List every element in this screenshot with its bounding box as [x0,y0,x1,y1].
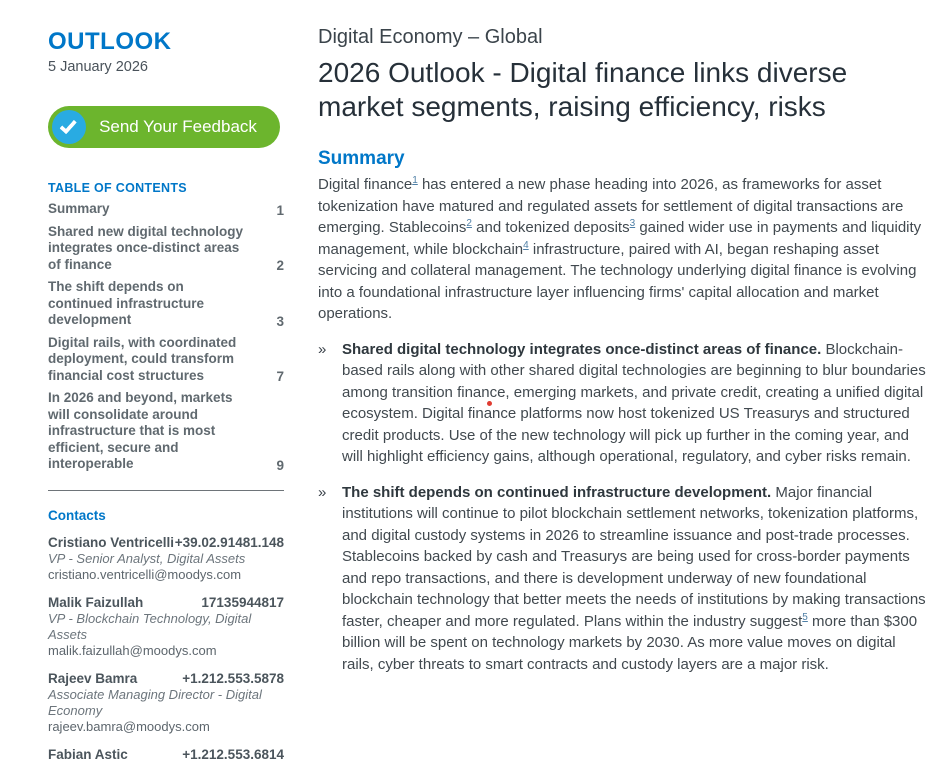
checkmark-icon [52,110,86,144]
contact-email[interactable]: cristiano.ventricelli@moodys.com [48,566,242,582]
footnote-link[interactable]: 1 [412,175,418,186]
sidebar-divider [48,489,284,491]
toc-item-label: Digital rails, with coordinated deployme… [48,334,237,383]
toc-item-page: 7 [276,369,284,384]
table-of-contents: TABLE OF CONTENTS Summary 1 Shared new d… [48,181,284,473]
contact-name: Malik Faizullah [48,594,144,610]
contact-card: Fabian Astic +1.212.553.6814 [48,747,284,762]
footnote-link[interactable]: 2 [466,218,472,229]
contact-role: VP - Blockchain Technology, Digital Asse… [48,610,252,642]
send-feedback-label: Send Your Feedback [99,117,257,136]
footnote-link[interactable]: 5 [802,611,808,623]
toc-item[interactable]: Shared new digital technology integrates… [48,224,284,274]
cursor-click-indicator [487,401,492,406]
publication-date: 5 January 2026 [48,59,148,75]
toc-item[interactable]: The shift depends on continued infrastru… [48,279,284,329]
toc-item-label: Shared new digital technology integrates… [48,223,244,272]
toc-item[interactable]: Summary 1 [48,201,284,218]
contact-phone: +1.212.553.6814 [182,746,284,762]
contact-name: Rajeev Bamra [48,670,138,686]
toc-item-page: 9 [276,457,284,473]
bullet-text: Shared digital technology integrates onc… [342,340,926,466]
bullet-text: The shift depends on continued infrastru… [342,483,926,673]
contact-role: VP - Senior Analyst, Digital Assets [48,550,246,566]
contact-role: Associate Managing Director - Digital Ec… [48,686,262,718]
sidebar: OUTLOOK 5 January 2026 Send Your Feedbac… [48,28,284,762]
report-category: Digital Economy – Global [318,26,543,48]
toc-item[interactable]: In 2026 and beyond, markets will consoli… [48,390,284,473]
contacts-list: Cristiano Ventricelli +39.02.91481.148 V… [48,535,284,762]
toc-item-page: 1 [276,202,284,218]
contact-card: Malik Faizullah 17135944817 VP - Blockch… [48,595,284,659]
article: Digital Economy – Global 2026 Outlook - … [318,26,930,675]
toc-item-page: 2 [276,258,284,273]
footnote-link[interactable]: 4 [523,239,529,251]
contacts-section: Contacts Cristiano Ventricelli +39.02.91… [48,508,284,762]
brand-outlook: OUTLOOK [48,28,172,55]
toc-item-label: The shift depends on continued infrastru… [48,279,205,327]
toc-item[interactable]: Digital rails, with coordinated deployme… [48,335,284,385]
contact-card: Cristiano Ventricelli +39.02.91481.148 V… [48,535,284,583]
contact-phone: +1.212.553.5878 [182,670,284,686]
contact-phone: 17135944817 [201,594,284,610]
toc-item-label: In 2026 and beyond, markets will consoli… [48,390,233,471]
contact-email[interactable]: malik.faizullah@moodys.com [48,642,217,658]
toc-item-page: 3 [276,313,284,329]
contact-name: Cristiano Ventricelli [48,534,175,550]
summary-bullet: » The shift depends on continued infrast… [318,482,930,676]
toc-title: TABLE OF CONTENTS [48,181,187,195]
contact-name: Fabian Astic [48,746,128,762]
contact-phone: +39.02.91481.148 [174,534,284,550]
summary-heading: Summary [318,148,405,169]
contact-email[interactable]: rajeev.bamra@moodys.com [48,718,210,734]
contacts-title: Contacts [48,507,106,523]
footnote-link[interactable]: 3 [629,218,636,229]
toc-item-label: Summary [48,201,110,216]
bullet-marker-icon: » [318,340,327,358]
contact-card: Rajeev Bamra +1.212.553.5878 Associate M… [48,671,284,735]
toc-list: Summary 1 Shared new digital technology … [48,201,284,473]
bullet-list: » Shared digital technology integrates o… [318,339,930,676]
send-feedback-button[interactable]: Send Your Feedback [48,106,280,148]
bullet-marker-icon: » [318,483,327,501]
summary-bullet: » Shared digital technology integrates o… [318,339,930,468]
page-title: 2026 Outlook - Digital finance links div… [318,57,848,122]
summary-paragraph: Digital finance1 has entered a new phase… [318,175,922,323]
